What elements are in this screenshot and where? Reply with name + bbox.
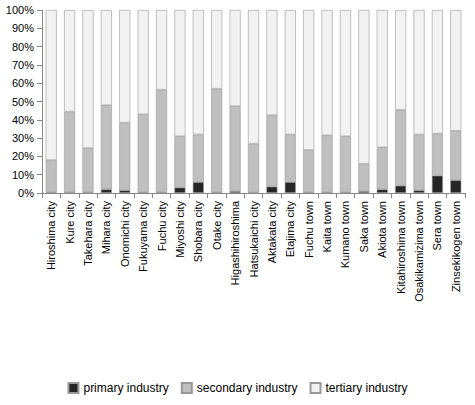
svg-text:50%: 50% (12, 96, 34, 108)
svg-text:Onomichi city: Onomichi city (119, 201, 131, 268)
svg-text:Shobara city: Shobara city (192, 201, 204, 263)
svg-text:Zinsekikogen town: Zinsekikogen town (450, 201, 462, 292)
svg-text:Hatsukaichi city: Hatsukaichi city (248, 201, 260, 278)
svg-text:Takehara city: Takehara city (82, 201, 94, 266)
svg-text:Hiroshima city: Hiroshima city (45, 201, 57, 271)
svg-text:Etajima city: Etajima city (284, 201, 296, 258)
svg-text:30%: 30% (12, 132, 34, 144)
svg-text:Miyoshi city: Miyoshi city (174, 201, 186, 258)
svg-text:100%: 100% (6, 4, 34, 16)
svg-text:20%: 20% (12, 150, 34, 162)
svg-text:Akiota town: Akiota town (376, 201, 388, 258)
svg-text:90%: 90% (12, 22, 34, 34)
svg-text:Saka town: Saka town (358, 201, 370, 252)
svg-text:Osakikamizima town: Osakikamizima town (413, 201, 425, 302)
svg-text:70%: 70% (12, 59, 34, 71)
svg-text:Fuchu city: Fuchu city (156, 201, 168, 252)
svg-text:tertiary industry: tertiary industry (326, 381, 408, 395)
svg-text:secondary industry: secondary industry (197, 381, 298, 395)
svg-text:0%: 0% (18, 187, 34, 199)
svg-text:Kumano town: Kumano town (339, 201, 351, 268)
svg-text:Sera town: Sera town (431, 201, 443, 251)
svg-text:Mihara city: Mihara city (100, 201, 112, 255)
svg-text:Kaita town: Kaita town (321, 201, 333, 252)
svg-text:Otake city: Otake city (211, 201, 223, 250)
svg-text:Fukuyama city: Fukuyama city (137, 201, 149, 272)
svg-text:Kitahiroshima town: Kitahiroshima town (395, 201, 407, 294)
svg-text:Kure city: Kure city (64, 201, 76, 244)
svg-text:10%: 10% (12, 169, 34, 181)
svg-text:60%: 60% (12, 77, 34, 89)
svg-text:Fuchu town: Fuchu town (303, 201, 315, 258)
svg-text:40%: 40% (12, 114, 34, 126)
svg-text:primary industry: primary industry (83, 381, 168, 395)
svg-text:Aktakata city: Aktakata city (266, 201, 278, 264)
svg-text:80%: 80% (12, 41, 34, 53)
svg-text:Higashihiroshima: Higashihiroshima (229, 200, 241, 285)
